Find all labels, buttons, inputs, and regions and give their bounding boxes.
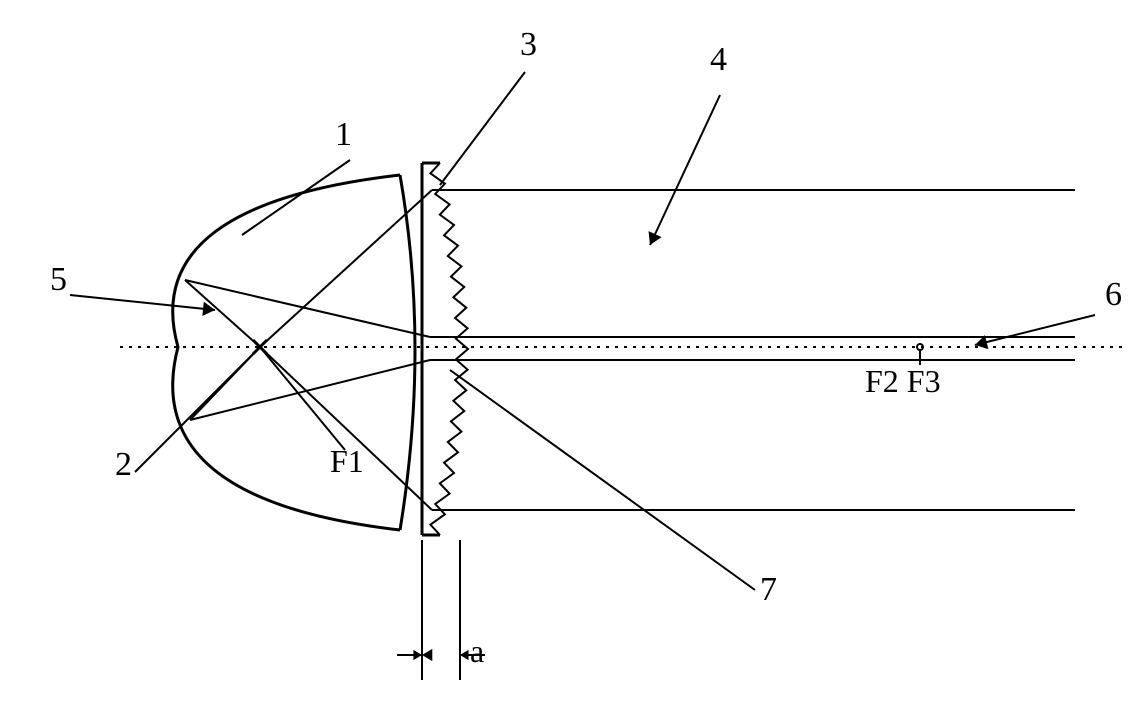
label-1: 1: [335, 116, 352, 154]
label-f1: F1: [330, 443, 364, 480]
label-6: 6: [1105, 276, 1122, 314]
label-f2f3: F2 F3: [865, 363, 941, 400]
label-4: 4: [710, 41, 727, 79]
optical-diagram: [0, 0, 1133, 707]
label-5: 5: [50, 261, 67, 299]
label-a: a: [470, 633, 484, 670]
label-2: 2: [115, 446, 132, 484]
label-7: 7: [760, 571, 777, 609]
label-3: 3: [520, 26, 537, 64]
